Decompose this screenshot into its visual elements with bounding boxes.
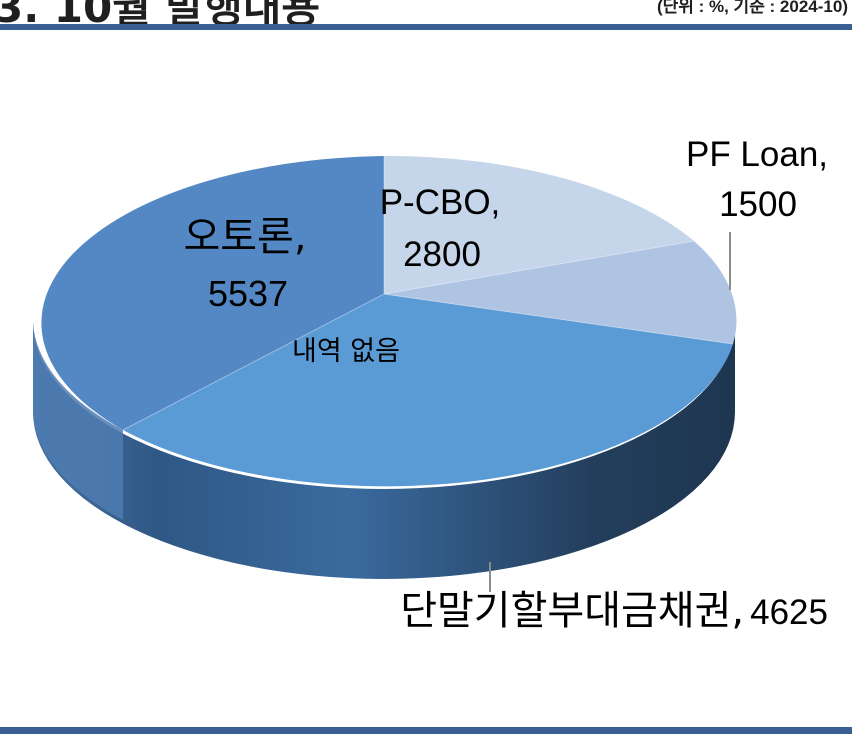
label-pcbo-name: P-CBO, bbox=[380, 183, 501, 222]
label-otoron-name: 오토론, bbox=[183, 214, 306, 260]
annotation-no-detail: 내역 없음 bbox=[292, 336, 400, 367]
label-danmal-value: 4625 bbox=[750, 593, 828, 632]
footer-rule bbox=[0, 727, 852, 734]
label-danmal: 단말기할부대금채권, 4625 bbox=[400, 588, 828, 634]
header-rule bbox=[0, 24, 852, 30]
slice-otoron[interactable] bbox=[41, 156, 384, 430]
label-pfloan-name: PF Loan, bbox=[686, 135, 828, 174]
slice-pfloan[interactable] bbox=[384, 241, 737, 344]
pie-side-shade-left bbox=[33, 322, 123, 520]
slice-separators bbox=[122, 156, 734, 431]
label-pcbo-value: 2800 bbox=[403, 235, 481, 274]
label-danmal-name: 단말기할부대금채권, bbox=[400, 588, 744, 634]
pie-side-wall bbox=[33, 322, 735, 579]
slice-danmal[interactable] bbox=[123, 294, 733, 487]
label-otoron-value: 5537 bbox=[208, 273, 288, 314]
slice-pcbo[interactable] bbox=[384, 155, 694, 294]
unit-note: (단위 : %, 기준 : 2024-10) bbox=[656, 0, 848, 16]
label-pfloan-value: 1500 bbox=[719, 185, 797, 224]
